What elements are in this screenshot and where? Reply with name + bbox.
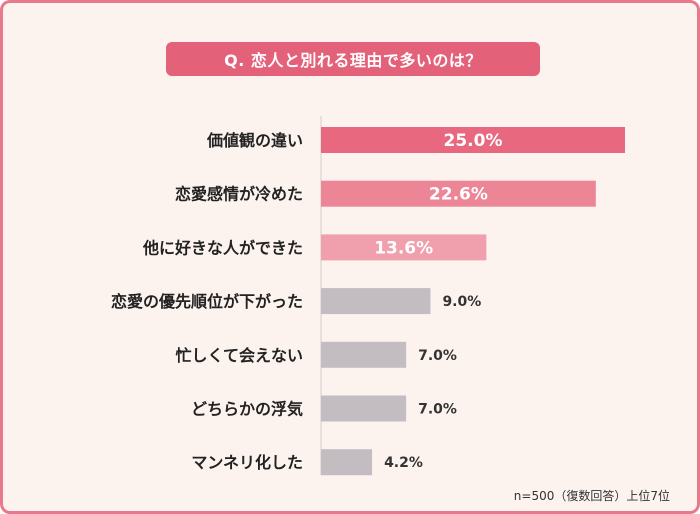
category-label: 他に好きな人ができた	[142, 238, 303, 257]
value-label: 22.6%	[429, 185, 488, 205]
chart-title: Q. 恋人と別れる理由で多いのは？	[166, 42, 540, 76]
value-label: 4.2%	[384, 455, 423, 471]
category-label: 恋愛感情が冷めた	[175, 185, 303, 204]
bar	[321, 395, 407, 422]
category-label: 恋愛の優先順位が下がった	[111, 292, 303, 311]
bar	[321, 180, 596, 207]
category-label: 価値観の違い	[206, 131, 303, 150]
sample-note: n=500（復数回答）上位7位	[513, 489, 670, 503]
value-label: 13.6%	[374, 238, 433, 258]
value-label: 9.0%	[442, 294, 481, 310]
category-label: マンネリ化した	[191, 453, 303, 472]
category-label: どちらかの浮気	[191, 400, 303, 419]
bar-chart: 価値観の違い 25.0% 恋愛感情が冷めた 22.6% 他に好きな人ができた 13.6% 恋…	[111, 116, 625, 476]
value-label: 25.0%	[444, 131, 503, 151]
value-label: 7.0%	[418, 402, 457, 418]
bar	[321, 127, 625, 153]
bar	[321, 234, 487, 261]
category-label: 忙しくて会えない	[175, 346, 303, 365]
bar	[321, 449, 373, 476]
bar	[321, 341, 407, 368]
bar	[321, 288, 431, 315]
value-label: 7.0%	[418, 348, 457, 364]
